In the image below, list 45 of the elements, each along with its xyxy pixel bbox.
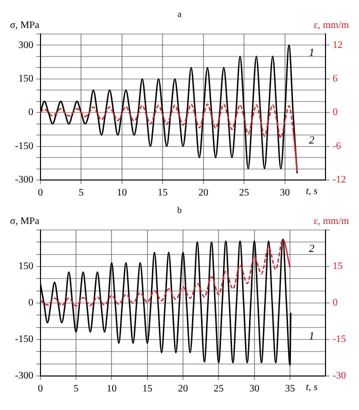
x-axis-title: t, s (306, 186, 318, 197)
y-tick-label: -300 (14, 174, 34, 186)
x-tick-label: 30 (280, 188, 290, 199)
x-tick-label: 35 (285, 384, 295, 395)
x-tick-label: 30 (249, 384, 260, 395)
y-tick-label: 0 (28, 298, 34, 309)
y2-tick-label: 0 (332, 107, 338, 118)
y2-axis-title: ε, mm/m (314, 216, 350, 227)
y2-tick-label: 6 (332, 74, 338, 85)
x-tick-label: 15 (142, 384, 152, 395)
y2-tick-label: -15 (332, 334, 346, 346)
annotation: 1 (308, 46, 314, 59)
x-tick-label: 10 (116, 188, 127, 199)
x-tick-label: 10 (106, 384, 117, 395)
y-tick-label: -300 (14, 370, 34, 382)
y2-tick-label: -30 (332, 370, 346, 382)
x-tick-label: 25 (214, 384, 224, 395)
y-tick-label: 150 (18, 74, 34, 85)
annotation: 1 (308, 330, 314, 342)
x-tick-label: 0 (38, 384, 43, 395)
x-tick-label: 25 (239, 188, 250, 199)
x-tick-label: 15 (158, 188, 168, 199)
y2-tick-label: 15 (332, 261, 343, 272)
chart-title: b (177, 205, 182, 215)
y-tick-label: -150 (14, 334, 34, 346)
y2-tick-label: 12 (332, 40, 343, 51)
y2-tick-label: -6 (332, 140, 342, 152)
x-tick-label: 20 (178, 384, 188, 395)
y-tick-label: 150 (18, 261, 34, 272)
x-tick-label: 5 (78, 188, 84, 199)
y2-axis-title: ε, mm/m (314, 20, 350, 31)
y-axis-title: σ, MPa (10, 20, 40, 31)
y-tick-label: -150 (14, 140, 34, 152)
chart-title: a (178, 9, 182, 19)
y2-tick-label: 0 (332, 298, 338, 309)
y-axis-title: σ, MPa (10, 216, 40, 227)
annotation: 2 (308, 134, 315, 146)
x-tick-label: 5 (74, 384, 78, 395)
x-axis-title: t, s (306, 382, 318, 393)
y-tick-label: 0 (28, 107, 34, 118)
x-tick-label: 0 (38, 188, 43, 199)
y-tick-label: 300 (18, 40, 34, 51)
y2-tick-label: -12 (332, 174, 346, 186)
annotation: 2 (308, 242, 315, 255)
x-tick-label: 20 (198, 188, 208, 199)
